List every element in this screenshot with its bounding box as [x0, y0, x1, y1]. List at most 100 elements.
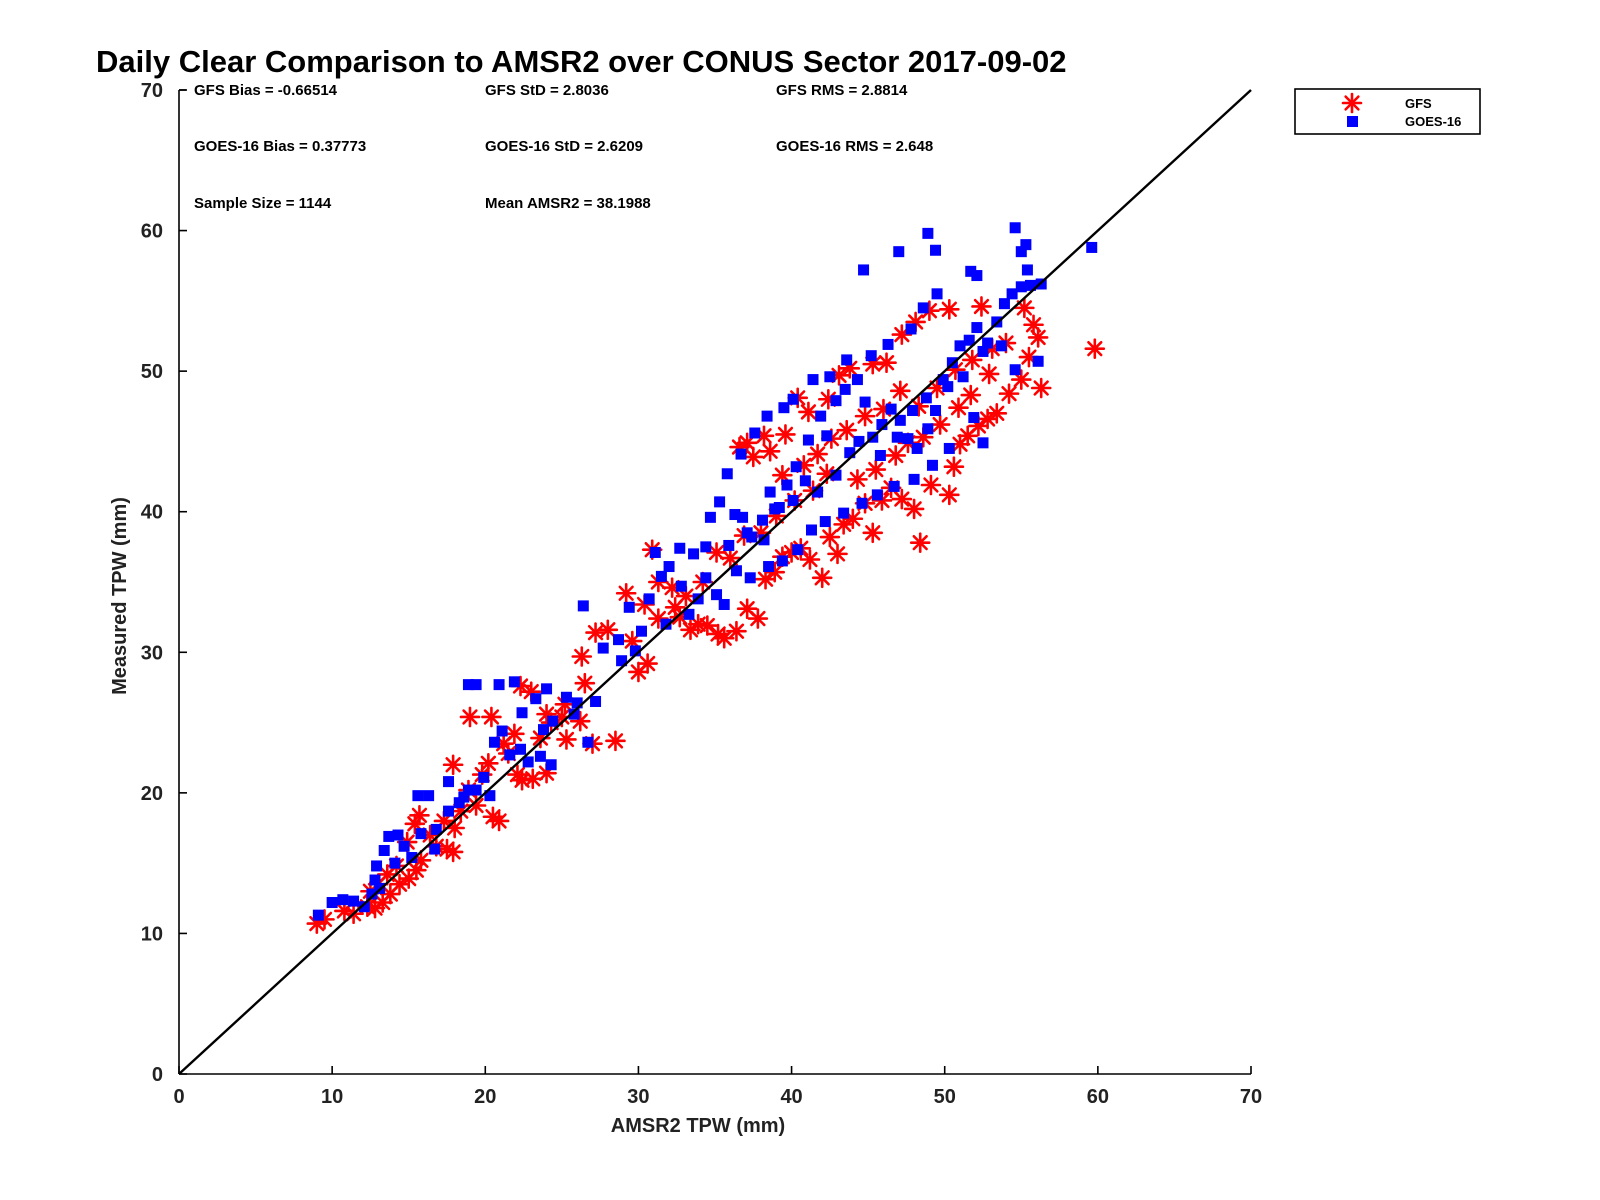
y-tick-label: 30 [141, 642, 163, 664]
goes-16-point [957, 371, 969, 383]
goes-16-point [1032, 355, 1044, 367]
gfs-point [891, 488, 913, 510]
x-tick-label: 10 [321, 1086, 343, 1108]
goes-16-point [968, 412, 980, 424]
goes-16-point [470, 784, 482, 796]
stat-gfs-bias: GFS Bias = -0.66514 [194, 82, 338, 99]
goes-16-point [721, 468, 733, 480]
goes-16-point [515, 743, 527, 755]
goes-16-point [761, 410, 773, 422]
goes-16-point [378, 844, 390, 856]
goes-16-point [977, 437, 989, 449]
y-axis-ticks: 0 10 20 30 40 50 60 70 [141, 80, 187, 1086]
goes-16-point [423, 790, 435, 802]
x-tick-label: 30 [627, 1086, 649, 1108]
gfs-point [556, 729, 577, 750]
goes-16-point [778, 402, 790, 414]
goes-16-point [805, 524, 817, 536]
goes-16-point [660, 618, 672, 630]
goes-16-point [894, 414, 906, 426]
gfs-point [775, 424, 796, 445]
y-tick-label: 60 [141, 221, 163, 243]
gfs-point [960, 384, 982, 406]
goes-16-point [545, 759, 557, 771]
goes-16-point [865, 350, 877, 362]
goes-16-point [741, 527, 753, 539]
goes-16-point [406, 852, 418, 864]
gfs-point [1010, 369, 1032, 390]
goes-16-point [674, 542, 686, 554]
goes-16-point [922, 227, 934, 239]
stat-gfs-std: GFS StD = 2.8036 [485, 82, 609, 99]
goes-16-point [799, 475, 811, 487]
goes-16-point [383, 830, 395, 842]
goes-16-point [858, 264, 870, 276]
gfs-point [605, 730, 626, 752]
goes-16-point [392, 829, 404, 841]
goes-16-point [812, 486, 824, 498]
goes-16-point [891, 431, 903, 443]
gfs-point [1084, 338, 1106, 359]
gfs-point [597, 619, 619, 641]
goes-16-point [453, 797, 465, 809]
goes-16-point [458, 791, 470, 803]
goes-16-point [838, 507, 850, 519]
gfs-point [929, 414, 951, 435]
gfs-point [811, 567, 833, 589]
legend-label-gfs: GFS [1405, 96, 1432, 111]
goes-16-point [965, 265, 977, 277]
x-tick-label: 20 [474, 1086, 496, 1108]
gfs-point [971, 296, 992, 317]
goes-16-point [683, 608, 695, 620]
gfs-point [1014, 297, 1035, 319]
x-tick-label: 40 [780, 1086, 802, 1108]
goes-16-point [711, 589, 723, 601]
gfs-point [772, 464, 793, 486]
gfs-point [726, 620, 747, 642]
goes-16-point [885, 403, 897, 415]
goes-16-point [714, 496, 726, 508]
goes-16-point [905, 323, 917, 335]
goes-16-point [776, 555, 788, 567]
goes-16-point [942, 381, 954, 393]
goes-16-point [504, 749, 516, 761]
goes-16-point [430, 823, 442, 835]
goes-16-point [613, 634, 625, 646]
goes-16-point [530, 693, 542, 705]
goes-16-point [876, 419, 888, 431]
x-tick-label: 50 [934, 1086, 956, 1108]
goes-16-point [839, 383, 851, 395]
gfs-point [876, 352, 897, 374]
goes-16-point [851, 374, 863, 386]
goes-16-point [787, 393, 799, 405]
goes-16-point [841, 354, 853, 366]
goes-16-point [508, 676, 520, 688]
goes-16-point [859, 396, 871, 408]
gfs-point [798, 401, 819, 423]
goes-16-point [937, 374, 949, 386]
y-tick-label: 40 [141, 502, 163, 524]
goes-16-point [1086, 241, 1098, 253]
goes-16-point [443, 805, 455, 817]
gfs-point [522, 768, 544, 790]
goes-16-point [931, 288, 943, 300]
gfs-point [818, 388, 839, 410]
gfs-point [574, 672, 596, 694]
goes-16-point [415, 828, 427, 840]
one-to-one-line [178, 89, 1252, 1075]
goes-16-point [888, 480, 900, 492]
goes-16-point [756, 514, 768, 526]
stat-gfs-rms: GFS RMS = 2.8814 [776, 82, 908, 99]
goes-16-point [930, 244, 942, 256]
gfs-point [885, 445, 907, 466]
gfs-point [819, 526, 841, 548]
gfs-point [615, 582, 637, 604]
goes-16-point [675, 580, 687, 592]
gfs-point [1030, 377, 1052, 399]
goes-16-point [971, 322, 983, 334]
goes-16-point [902, 433, 914, 445]
goes-16-point [484, 790, 496, 802]
goes-16-point [815, 410, 827, 422]
x-axis-label: AMSR2 TPW (mm) [611, 1115, 785, 1137]
stat-sample-size: Sample Size = 1144 [194, 195, 332, 212]
